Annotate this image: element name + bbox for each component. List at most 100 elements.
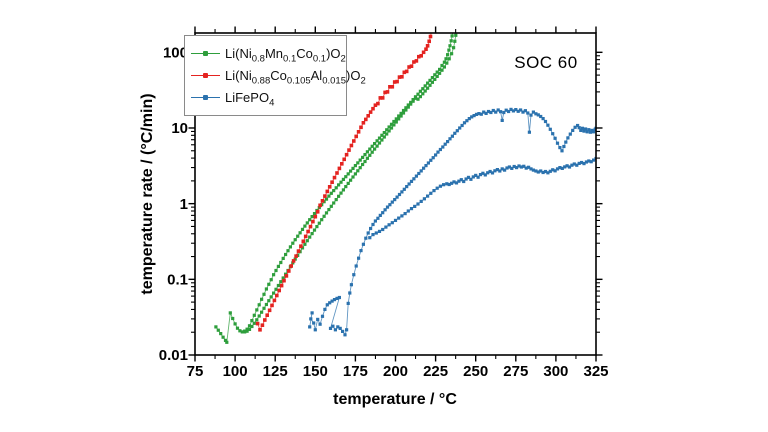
data-point (543, 119, 548, 124)
data-point (426, 86, 430, 90)
x-tick-label: 200 (383, 363, 408, 380)
data-point (306, 229, 310, 234)
data-point (413, 96, 418, 100)
data-point (363, 159, 367, 164)
y-tick-label: 1 (180, 196, 188, 213)
data-point (231, 316, 235, 321)
data-point (380, 138, 384, 142)
y-axis-title: temperature rate / (°C/min) (139, 93, 156, 294)
data-point (577, 161, 581, 165)
data-point (416, 97, 420, 101)
data-point (368, 147, 372, 151)
data-point (269, 278, 273, 282)
y-tick-label: 100 (163, 45, 188, 62)
data-point (482, 110, 486, 114)
data-point (575, 163, 579, 167)
data-point (313, 214, 318, 219)
data-point (270, 303, 274, 308)
x-axis-title: temperature / °C (333, 391, 457, 408)
data-point (299, 244, 303, 248)
data-point (479, 112, 483, 116)
data-point (450, 181, 454, 185)
data-point (481, 171, 485, 175)
data-point (346, 301, 350, 305)
data-point (358, 166, 362, 170)
data-point (543, 169, 548, 174)
data-point (587, 128, 591, 132)
data-point (383, 90, 387, 95)
data-point (347, 148, 351, 152)
data-point (412, 60, 416, 64)
data-point (333, 328, 337, 332)
data-point (446, 140, 450, 144)
data-point (452, 180, 456, 184)
plot-frame (194, 32, 597, 356)
data-point (548, 169, 552, 173)
data-point (327, 194, 331, 198)
data-point (250, 324, 254, 329)
data-point (483, 173, 487, 177)
series-line (369, 158, 596, 239)
data-point (262, 292, 266, 296)
data-point (405, 185, 409, 189)
legend-item: Li(Ni0.88Co0.105Al0.015)O2 (191, 69, 366, 86)
data-point (345, 328, 349, 332)
data-point (505, 166, 509, 170)
data-point (315, 225, 319, 229)
data-point (419, 169, 423, 173)
data-point (466, 175, 471, 179)
data-point (349, 283, 353, 287)
data-point (281, 256, 285, 260)
data-point (310, 311, 314, 315)
data-point (404, 106, 408, 110)
data-point (416, 92, 420, 96)
data-point (354, 134, 358, 139)
data-point (397, 75, 402, 79)
data-point (258, 328, 262, 332)
data-point (267, 299, 271, 303)
data-point (442, 65, 446, 69)
data-point (377, 136, 382, 140)
data-point (274, 268, 278, 273)
data-point (349, 143, 354, 148)
data-point (580, 126, 584, 130)
data-point (276, 264, 280, 268)
data-point (371, 233, 375, 237)
data-point (428, 78, 432, 82)
data-point (351, 175, 355, 179)
data-point (289, 264, 293, 268)
data-point (423, 84, 427, 88)
data-point (288, 245, 292, 249)
y-tick-label: 0.01 (159, 347, 188, 364)
data-point (301, 239, 306, 244)
data-point (546, 171, 550, 175)
data-point (352, 273, 356, 277)
data-point (570, 163, 574, 167)
series-1 (255, 33, 434, 332)
data-point (325, 303, 329, 307)
data-point (488, 169, 492, 174)
data-point (310, 215, 314, 219)
data-point (318, 203, 322, 208)
data-point (424, 164, 428, 168)
data-point (417, 171, 421, 176)
data-point (267, 282, 271, 286)
data-point (338, 326, 342, 330)
data-point (425, 44, 430, 48)
x-tick-label: 250 (463, 363, 488, 380)
data-point (373, 147, 377, 151)
data-point (308, 235, 312, 239)
data-point (383, 208, 387, 212)
data-point (371, 106, 375, 111)
data-point (303, 242, 307, 246)
data-point (373, 103, 378, 107)
data-point (498, 169, 502, 173)
legend-label: Li(Ni0.88Co0.105Al0.015)O2 (225, 68, 366, 87)
data-point (377, 141, 382, 145)
data-point (397, 117, 401, 121)
data-point (409, 179, 414, 183)
data-point (370, 144, 374, 148)
data-point (454, 181, 459, 185)
data-point (522, 164, 526, 168)
data-point (529, 167, 533, 171)
